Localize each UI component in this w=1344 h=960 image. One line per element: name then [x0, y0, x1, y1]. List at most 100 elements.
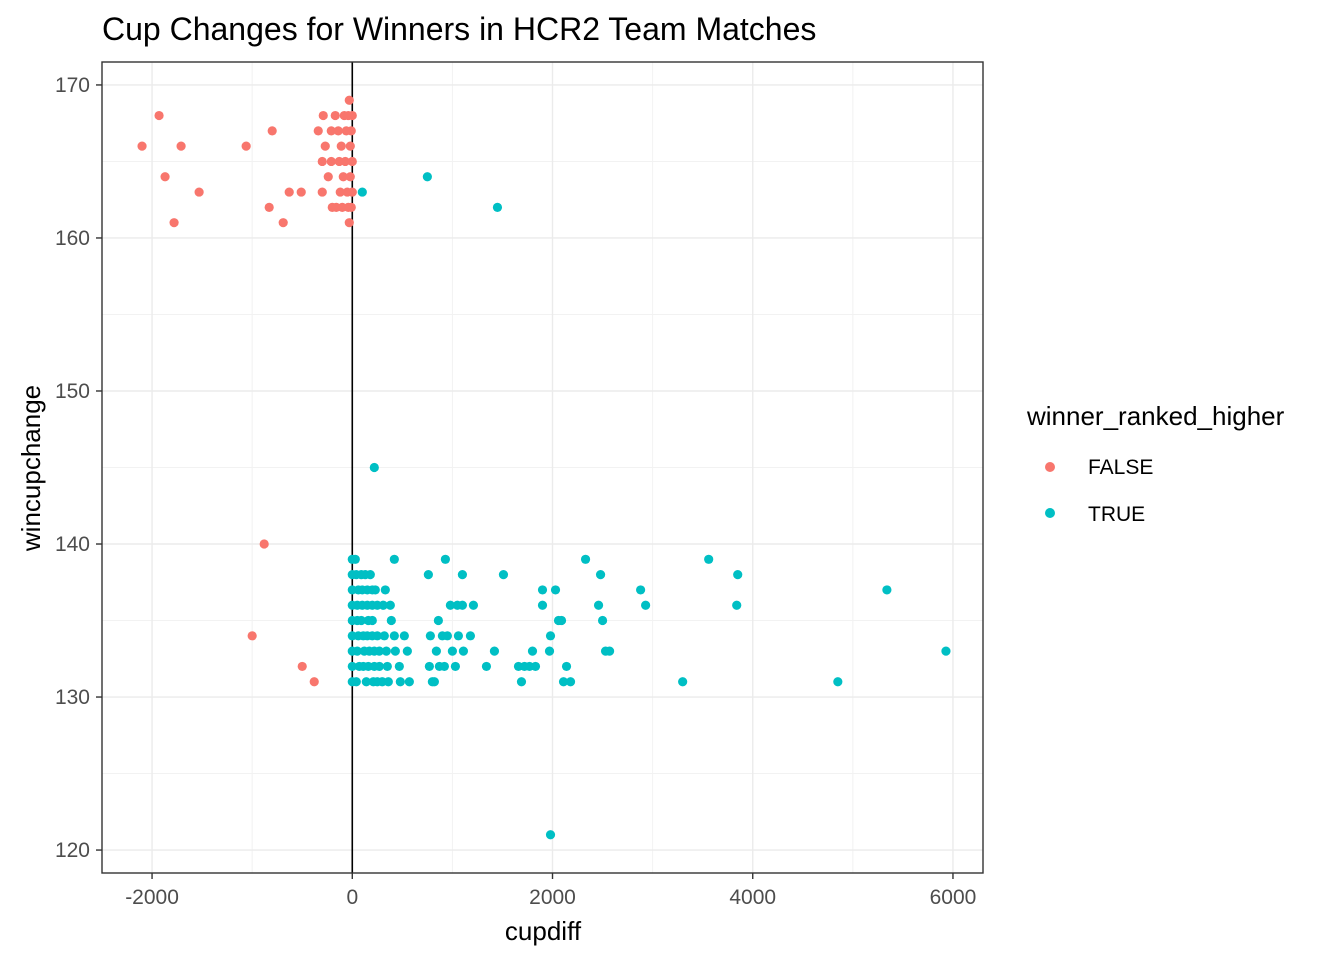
legend-key-true	[1045, 508, 1055, 518]
data-point	[318, 110, 328, 121]
data-point	[267, 126, 277, 136]
data-point	[595, 570, 606, 580]
data-point	[374, 646, 384, 656]
plot-border	[101, 61, 984, 874]
data-point	[241, 141, 251, 151]
data-point	[537, 585, 548, 595]
x-axis: -2000 0 2000 4000 6000	[125, 873, 976, 909]
series-true	[347, 172, 951, 840]
data-point	[338, 172, 348, 182]
y-axis: 120 130 140 150 160 170	[55, 74, 102, 862]
data-point	[340, 156, 350, 167]
data-point	[424, 661, 434, 672]
data-point	[317, 156, 327, 167]
legend-key-false	[1045, 462, 1055, 472]
data-point	[346, 126, 356, 136]
data-point	[333, 126, 343, 136]
legend-title: winner_ranked_higher	[1026, 401, 1285, 431]
data-point	[309, 677, 319, 687]
data-point	[516, 677, 527, 687]
data-point	[326, 126, 336, 136]
data-point	[604, 646, 615, 656]
y-tick-label: 120	[55, 839, 90, 862]
data-point	[565, 677, 576, 687]
data-point	[259, 539, 269, 549]
data-point	[641, 600, 651, 610]
data-point	[636, 585, 646, 595]
data-point	[154, 110, 164, 121]
data-point	[453, 631, 464, 641]
data-point	[389, 554, 399, 564]
data-point	[361, 677, 371, 687]
data-point	[335, 187, 345, 197]
data-point	[330, 110, 340, 121]
data-point	[380, 585, 390, 595]
data-point	[336, 141, 346, 151]
data-point	[440, 554, 450, 564]
data-point	[704, 554, 714, 564]
data-point	[278, 218, 288, 228]
data-point	[160, 172, 170, 182]
data-point	[394, 661, 404, 672]
data-point	[317, 187, 327, 197]
data-point	[544, 646, 555, 656]
legend-item-false: FALSE	[1045, 456, 1153, 479]
data-point	[425, 631, 435, 641]
data-point	[176, 141, 186, 151]
x-tick-label: 6000	[930, 886, 977, 909]
data-point	[550, 585, 561, 595]
data-point	[489, 646, 500, 656]
data-point	[678, 677, 688, 687]
series-false	[137, 95, 357, 687]
data-point	[530, 661, 541, 672]
data-point	[365, 570, 375, 580]
data-point	[593, 600, 604, 610]
data-point	[194, 187, 204, 197]
x-axis-title: cupdiff	[505, 916, 582, 946]
data-point	[732, 600, 742, 610]
data-point	[370, 585, 380, 595]
data-point	[458, 646, 469, 656]
data-point	[352, 646, 362, 656]
data-point	[442, 631, 452, 641]
legend-item-true: TRUE	[1045, 503, 1145, 526]
data-point	[385, 600, 395, 610]
data-point	[558, 677, 569, 687]
data-point	[465, 631, 476, 641]
data-point	[367, 615, 377, 626]
data-point	[431, 646, 441, 656]
y-tick-label: 140	[55, 533, 90, 556]
data-point	[345, 172, 355, 182]
data-point	[379, 631, 389, 641]
data-point	[383, 677, 393, 687]
data-point	[882, 585, 892, 595]
data-point	[545, 830, 556, 840]
data-point	[374, 661, 384, 672]
data-point	[320, 141, 330, 151]
data-point	[347, 156, 357, 167]
data-point	[381, 646, 391, 656]
data-point	[445, 600, 455, 610]
data-point	[404, 677, 414, 687]
data-points	[137, 95, 951, 840]
data-point	[733, 570, 743, 580]
data-point	[369, 462, 379, 473]
data-point	[346, 202, 356, 212]
data-point	[833, 677, 843, 687]
data-point	[527, 646, 538, 656]
data-point	[429, 677, 439, 687]
y-tick-label: 150	[55, 380, 90, 403]
x-tick-label: 4000	[729, 886, 776, 909]
data-point	[345, 141, 355, 151]
x-tick-label: 2000	[529, 886, 576, 909]
y-axis-title: wincupchange	[16, 385, 46, 552]
data-point	[344, 95, 354, 105]
data-point	[556, 615, 567, 626]
x-tick-label: -2000	[125, 886, 179, 909]
data-point	[264, 202, 274, 212]
data-point	[350, 554, 360, 564]
data-point	[284, 187, 294, 197]
data-point	[492, 202, 503, 212]
data-point	[372, 631, 382, 641]
